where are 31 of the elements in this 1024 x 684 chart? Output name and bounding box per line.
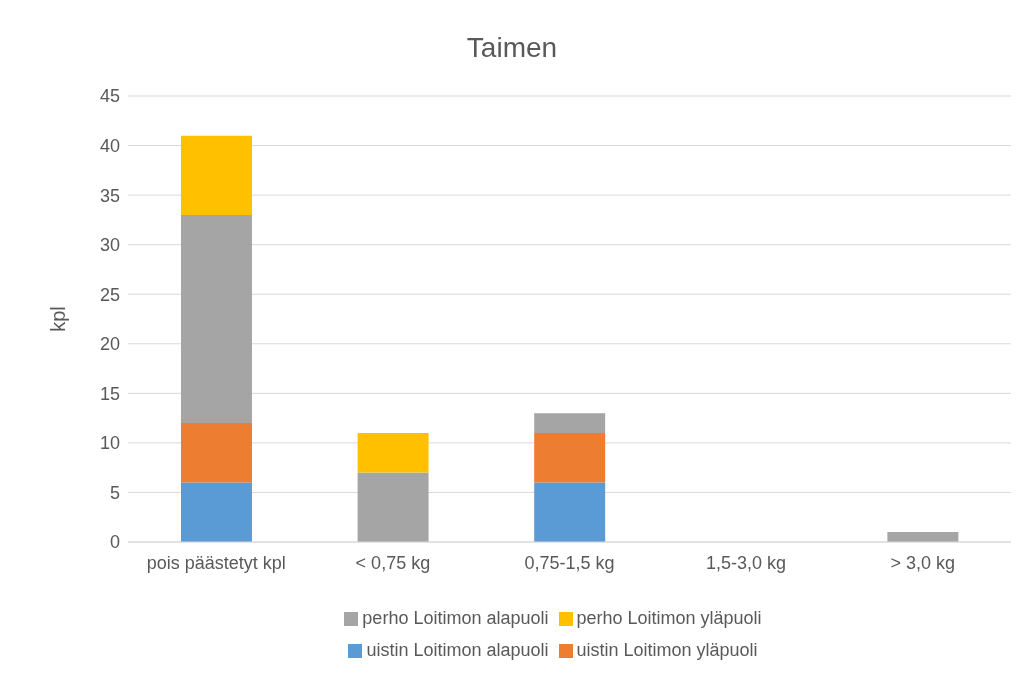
y-tick-label: 5 xyxy=(109,482,120,503)
legend-label: perho Loitimon alapuoli xyxy=(362,608,549,628)
bar xyxy=(534,432,606,483)
y-tick-label: 25 xyxy=(99,284,120,305)
bar xyxy=(534,413,606,433)
legend-label: uistin Loitimon alapuoli xyxy=(366,640,549,660)
y-tick-label: 35 xyxy=(99,185,120,206)
x-tick-label: pois päästetyt kpl xyxy=(146,552,286,573)
y-tick-label: 30 xyxy=(99,235,120,256)
bar xyxy=(357,432,429,473)
y-tick-label: 45 xyxy=(99,86,120,107)
bar xyxy=(180,214,252,424)
x-tick-label: > 3,0 kg xyxy=(890,552,955,573)
bar xyxy=(180,482,252,542)
chart-title: Taimen xyxy=(465,31,559,65)
bar xyxy=(534,482,606,542)
y-tick-label: 40 xyxy=(99,135,120,156)
x-tick-label: < 0,75 kg xyxy=(355,552,431,573)
legend-label: uistin Loitimon yläpuoli xyxy=(576,640,758,660)
bar xyxy=(180,135,252,215)
legend-label: perho Loitimon yläpuoli xyxy=(576,608,762,628)
bar xyxy=(180,423,252,483)
y-tick-label: 20 xyxy=(99,334,120,355)
y-tick-label: 0 xyxy=(109,532,120,553)
bar xyxy=(887,532,959,542)
x-tick-label: 0,75-1,5 kg xyxy=(524,552,615,573)
y-tick-label: 15 xyxy=(99,383,120,404)
y-axis-title: kpl xyxy=(47,306,70,332)
bar xyxy=(357,472,429,542)
y-tick-label: 10 xyxy=(99,433,120,454)
x-tick-label: 1,5-3,0 kg xyxy=(706,552,787,573)
